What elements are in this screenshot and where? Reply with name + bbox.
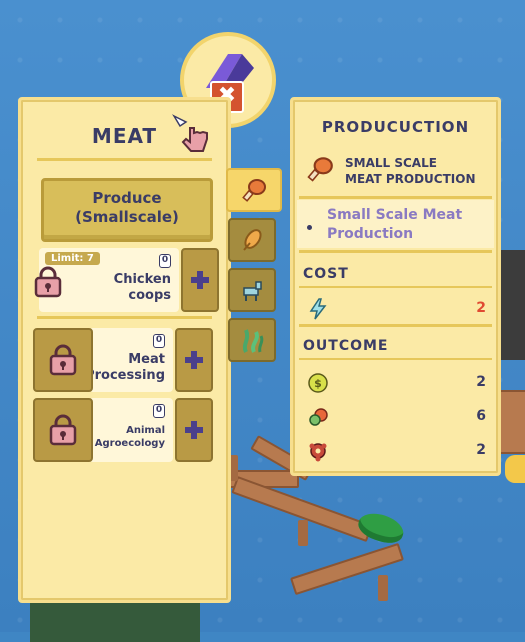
- item-label: Meat Processing: [85, 352, 165, 383]
- divider: [299, 358, 492, 360]
- divider: [299, 286, 492, 288]
- count-badge: 0: [153, 334, 165, 348]
- bullet: [307, 225, 312, 230]
- energy-bolt-icon: [309, 298, 327, 320]
- production-details-panel: PRODUCUCTION SMALL SCALE MEAT PRODUCTION…: [290, 97, 501, 476]
- dock-post: [298, 520, 308, 546]
- cost-row-energy: 2: [299, 296, 492, 324]
- cost-header: COST: [303, 266, 349, 282]
- plus-icon: [185, 351, 203, 369]
- dock-post: [378, 575, 388, 601]
- add-building-button[interactable]: [181, 248, 219, 312]
- tab-grain[interactable]: [228, 218, 276, 262]
- plus-icon: [185, 421, 203, 439]
- outcome-value: 6: [476, 408, 486, 424]
- item-label: Chicken coops: [113, 272, 171, 303]
- svg-text:$: $: [314, 377, 322, 390]
- production-category-icon: [206, 54, 254, 88]
- count-badge: 0: [159, 254, 171, 268]
- option-row-bg: [297, 200, 494, 248]
- item-card: Limit: 7 0 Chicken coops: [39, 248, 179, 312]
- grain-icon: [243, 229, 262, 251]
- building-item-animal-agroecology: 0 Animal Agroecology: [33, 398, 213, 462]
- item-label: Animal Agroecology: [94, 425, 165, 449]
- count-badge: 0: [153, 404, 165, 418]
- outcome-row-pollution: 2: [299, 438, 492, 466]
- limit-badge: Limit: 7: [45, 252, 100, 265]
- hand-cursor-icon: [172, 114, 208, 152]
- rock: [505, 455, 525, 483]
- divider: [299, 196, 492, 199]
- tab-meat[interactable]: [226, 168, 282, 212]
- outcome-header: OUTCOME: [303, 338, 389, 354]
- lock-icon: [49, 414, 77, 446]
- meat-drumstick-icon: [242, 179, 266, 202]
- add-building-button[interactable]: [175, 328, 213, 392]
- produce-button[interactable]: Produce (Smallscale): [41, 178, 213, 242]
- produce-button-label: Produce (Smallscale): [75, 189, 179, 226]
- coin-icon: $: [308, 373, 328, 393]
- locked-slot: [33, 398, 93, 462]
- meat-drumstick-icon: [307, 157, 333, 182]
- add-building-button[interactable]: [175, 398, 213, 462]
- goat-icon: [243, 281, 262, 301]
- outcome-value: 2: [476, 374, 486, 390]
- building-item-chicken-coops: Limit: 7 0 Chicken coops: [34, 248, 219, 312]
- lock-icon: [29, 264, 67, 300]
- building: [501, 250, 525, 360]
- building-item-meat-processing: 0 Meat Processing: [33, 328, 213, 392]
- meat-icon: [309, 408, 328, 426]
- item-card: 0 Meat Processing: [85, 328, 173, 392]
- lock-icon: [49, 344, 77, 376]
- production-name: SMALL SCALE MEAT PRODUCTION: [345, 156, 476, 186]
- divider: [299, 324, 492, 327]
- locked-slot: [33, 328, 93, 392]
- panel-title: MEAT: [91, 124, 158, 148]
- plus-icon: [191, 271, 209, 289]
- divider: [37, 316, 212, 319]
- outcome-row-meat: 6: [299, 404, 492, 432]
- tab-seaweed[interactable]: [228, 318, 276, 362]
- dock-post: [228, 455, 238, 481]
- category-panel: MEAT Produce (Smallscale) Limit: 7 0 Chi…: [18, 97, 231, 603]
- item-card: 0 Animal Agroecology: [89, 398, 173, 462]
- outcome-row-coin: $ 2: [299, 370, 492, 398]
- production-option[interactable]: Small Scale Meat Production: [327, 207, 463, 242]
- pollution-icon: [309, 443, 327, 462]
- seaweed-icon: [242, 329, 264, 353]
- cost-value: 2: [476, 300, 486, 316]
- tab-goat[interactable]: [228, 268, 276, 312]
- divider: [299, 250, 492, 253]
- divider: [37, 158, 212, 161]
- outcome-value: 2: [476, 442, 486, 458]
- panel-title: PRODUCUCTION: [321, 118, 470, 136]
